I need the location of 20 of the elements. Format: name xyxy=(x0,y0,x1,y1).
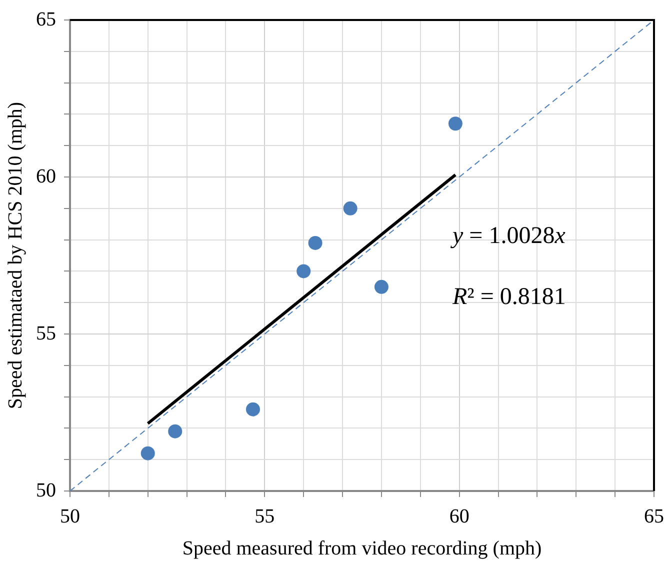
y-tick-label: 65 xyxy=(36,8,56,30)
point xyxy=(448,116,462,131)
annotation: R² = 0.8181 xyxy=(452,284,566,310)
point xyxy=(296,264,311,278)
y-axis-title: Speed estimataed by HCS 2010 (mph) xyxy=(4,102,26,410)
y-tick-label: 60 xyxy=(36,165,56,188)
x-tick-label: 55 xyxy=(254,505,275,528)
point xyxy=(140,446,155,460)
x-tick-label: 65 xyxy=(644,505,664,528)
y-tick-label: 50 xyxy=(36,479,56,502)
point xyxy=(168,424,182,438)
annotation: y = 1.0028x xyxy=(450,222,566,249)
point xyxy=(246,402,260,416)
point xyxy=(343,201,358,216)
y-tick-label: 55 xyxy=(36,322,56,344)
x-tick-label: 60 xyxy=(449,505,470,528)
x-tick-label: 50 xyxy=(60,505,80,528)
point xyxy=(374,280,388,294)
x-axis-title: Speed measured from video recording (mph) xyxy=(182,537,542,560)
point xyxy=(308,236,322,250)
